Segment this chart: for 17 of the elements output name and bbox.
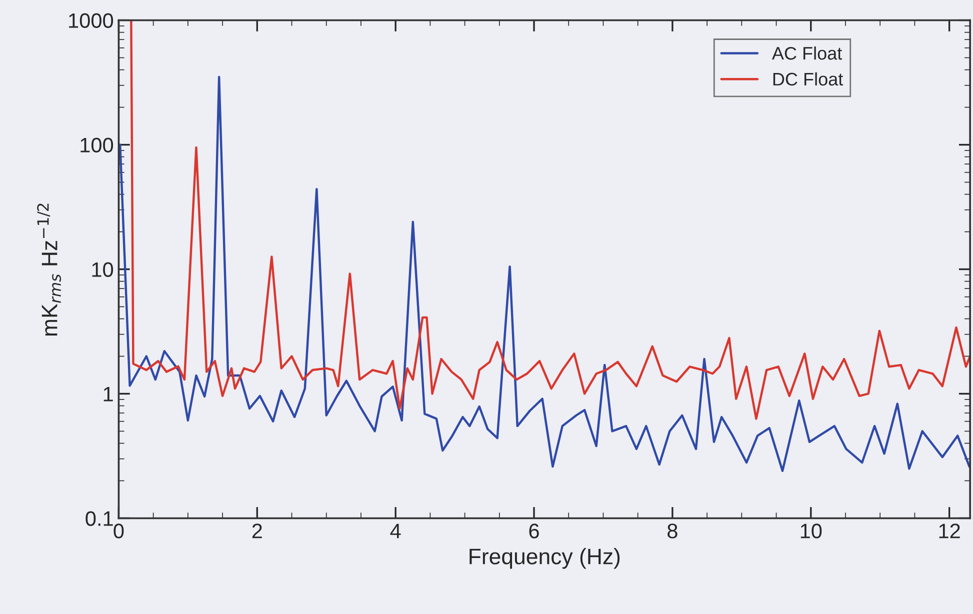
x-tick-label: 0 [114, 524, 124, 538]
y-tick-label: 1000 [69, 13, 114, 28]
x-tick-label: 6 [529, 524, 539, 538]
x-tick-label: 4 [390, 524, 401, 538]
legend-label: AC Float [772, 46, 842, 60]
y-tick-label: 100 [80, 138, 114, 153]
x-tick-label: 8 [668, 524, 678, 538]
x-axis-title: Frequency (Hz) [470, 548, 620, 569]
y-axis-title: mK$_{rms}$ Hz$^{−1/2}$ [37, 204, 62, 336]
x-tick-label: 10 [800, 524, 822, 538]
y-tick-label: 0.1 [86, 511, 113, 526]
x-tick-label: 12 [939, 524, 960, 538]
line-series [130, 20, 970, 420]
y-tick-label: 1 [104, 386, 113, 402]
x-tick-label: 2 [252, 524, 262, 538]
y-tick-label: 10 [92, 262, 114, 277]
legend-label: DC Float [773, 72, 844, 86]
